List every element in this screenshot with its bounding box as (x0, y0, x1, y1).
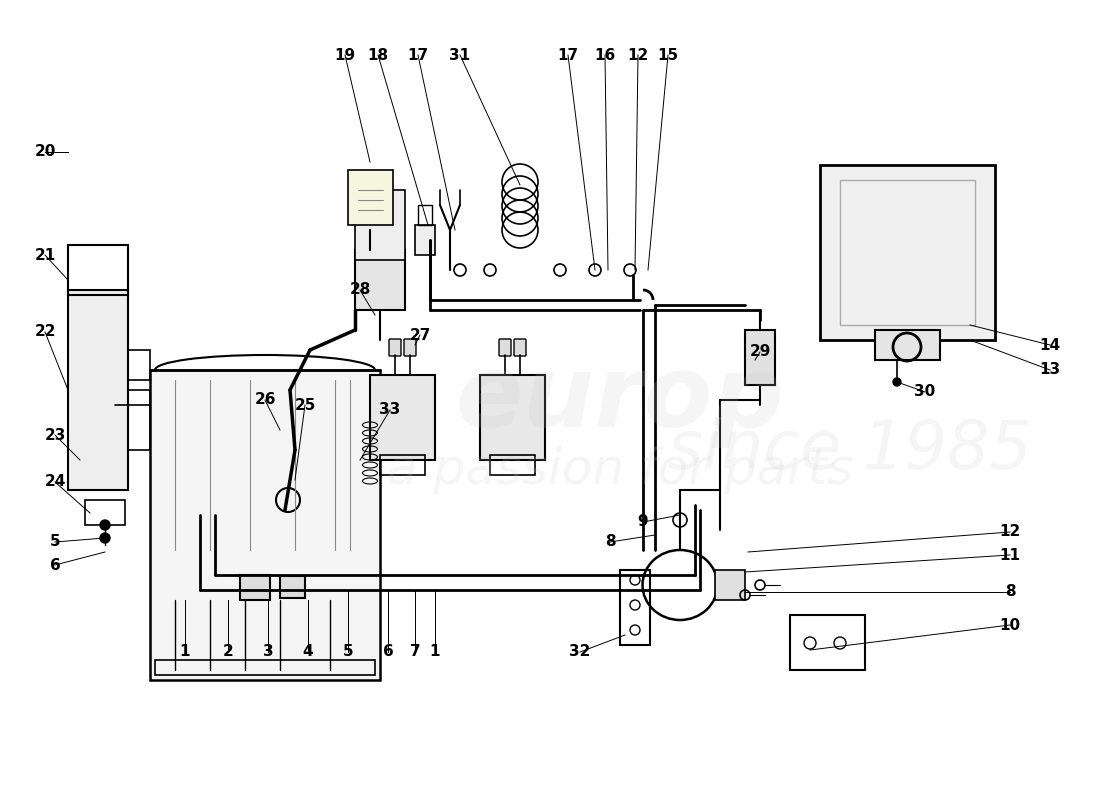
Bar (355, 190, 405, 260)
Text: 21: 21 (34, 247, 56, 262)
Text: europ: europ (455, 351, 784, 449)
Bar (490, 455, 535, 475)
FancyBboxPatch shape (499, 339, 512, 356)
Bar (68, 245, 128, 295)
Text: 9: 9 (638, 514, 648, 530)
Text: 25: 25 (295, 398, 316, 413)
Bar (85, 500, 125, 525)
FancyBboxPatch shape (514, 339, 526, 356)
Text: 24: 24 (44, 474, 66, 490)
Text: 12: 12 (627, 47, 649, 62)
Bar (355, 250, 405, 310)
Bar (116, 390, 150, 450)
Text: a passion for parts: a passion for parts (387, 446, 854, 494)
Text: 8: 8 (1004, 585, 1015, 599)
Text: 1: 1 (179, 645, 190, 659)
Circle shape (893, 378, 901, 386)
Text: 13: 13 (1040, 362, 1060, 378)
FancyBboxPatch shape (389, 339, 402, 356)
Bar (370, 375, 434, 460)
Text: 19: 19 (334, 47, 355, 62)
Text: 8: 8 (605, 534, 615, 550)
Text: 16: 16 (594, 47, 616, 62)
Bar (715, 570, 745, 600)
Bar (480, 375, 544, 460)
Text: 33: 33 (379, 402, 400, 418)
Bar (150, 370, 380, 680)
Text: 14: 14 (1040, 338, 1060, 353)
Text: 7: 7 (409, 645, 420, 659)
Bar (415, 225, 434, 255)
Bar (620, 570, 650, 645)
Text: 22: 22 (34, 325, 56, 339)
Text: 10: 10 (1000, 618, 1021, 633)
Bar (820, 165, 996, 340)
Text: since 1985: since 1985 (668, 417, 1032, 483)
Text: 4: 4 (302, 645, 313, 659)
Text: 12: 12 (1000, 525, 1021, 539)
FancyBboxPatch shape (404, 339, 416, 356)
Bar (116, 350, 150, 380)
Text: 5: 5 (50, 534, 60, 550)
Text: 17: 17 (407, 47, 429, 62)
Text: 26: 26 (254, 393, 276, 407)
Text: 30: 30 (914, 385, 936, 399)
Bar (874, 330, 940, 360)
Text: 15: 15 (658, 47, 679, 62)
Bar (68, 290, 128, 490)
Text: 11: 11 (1000, 547, 1021, 562)
Text: 6: 6 (50, 558, 60, 573)
Text: 32: 32 (570, 645, 591, 659)
Text: 1: 1 (430, 645, 440, 659)
Text: 2: 2 (222, 645, 233, 659)
Bar (418, 205, 432, 225)
Bar (348, 170, 393, 225)
Text: 27: 27 (409, 327, 431, 342)
Text: 3: 3 (263, 645, 273, 659)
Text: 29: 29 (749, 345, 771, 359)
Text: 18: 18 (367, 47, 388, 62)
Text: 5: 5 (343, 645, 353, 659)
Bar (790, 615, 865, 670)
Circle shape (100, 520, 110, 530)
Circle shape (100, 533, 110, 543)
Bar (155, 660, 375, 675)
Text: 23: 23 (44, 427, 66, 442)
Bar (745, 330, 776, 385)
Bar (240, 575, 270, 600)
Text: 31: 31 (450, 47, 471, 62)
Text: 6: 6 (383, 645, 394, 659)
Bar (280, 576, 305, 598)
Text: 20: 20 (34, 145, 56, 159)
Text: 28: 28 (350, 282, 371, 298)
Text: 17: 17 (558, 47, 579, 62)
Bar (379, 455, 425, 475)
Bar (840, 180, 975, 325)
